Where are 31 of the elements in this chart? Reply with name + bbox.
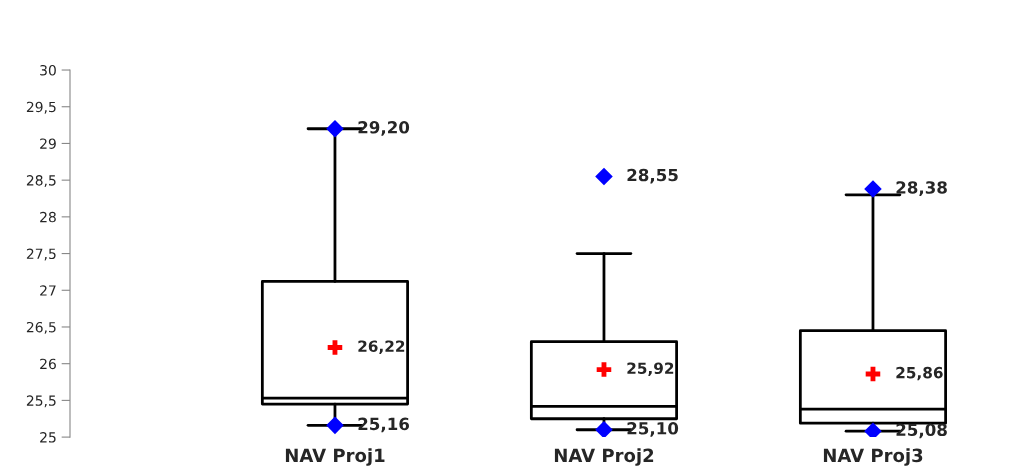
point <box>327 340 343 355</box>
y-tick-label: 25 <box>40 432 56 443</box>
y-tick-label: 26,5 <box>26 321 56 334</box>
x-tick-label: NAV Proj3 <box>823 448 923 466</box>
data-label: 25,86 <box>896 366 943 381</box>
point <box>595 167 613 186</box>
y-tick-label: 28 <box>40 211 56 223</box>
y-tick-label: 30 <box>40 65 56 76</box>
data-label: 25,10 <box>627 421 679 437</box>
y-tick-label: 27 <box>40 285 56 296</box>
point <box>864 422 882 438</box>
point <box>595 420 613 438</box>
data-label: 29,20 <box>358 120 410 136</box>
x-tick-label: NAV Proj2 <box>554 448 654 466</box>
point <box>864 180 882 198</box>
data-label: 26,22 <box>358 340 405 354</box>
y-tick-label: 25,5 <box>26 395 56 408</box>
y-tick-label: 28,5 <box>26 175 56 188</box>
data-label: 25,92 <box>627 362 674 376</box>
x-tick-label: NAV Proj1 <box>285 448 385 466</box>
y-tick-label: 29 <box>40 138 56 149</box>
point <box>326 416 344 435</box>
y-tick-label: 26 <box>40 358 56 370</box>
data-label: 28,55 <box>627 168 678 184</box>
data-label: 28,38 <box>896 181 947 196</box>
point <box>326 119 344 138</box>
y-tick-label: 29,5 <box>26 101 56 114</box>
point <box>596 362 612 377</box>
data-label: 25,16 <box>358 417 410 433</box>
data-label: 25,08 <box>896 423 947 439</box>
y-tick-label: 27,5 <box>26 248 56 261</box>
